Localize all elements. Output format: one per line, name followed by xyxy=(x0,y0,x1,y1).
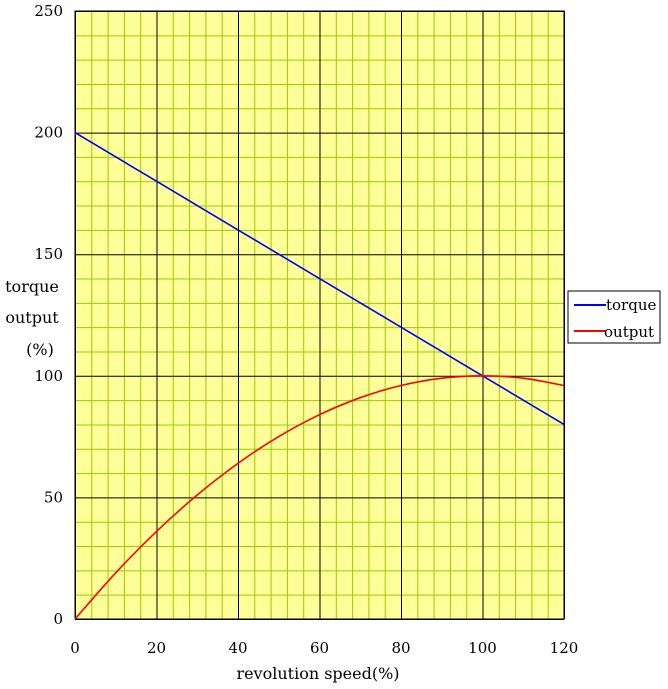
x-tick-labels: 0 20 40 60 80 100 120 xyxy=(70,639,578,657)
plot-border xyxy=(74,10,565,620)
x-tick-label: 40 xyxy=(228,639,247,657)
legend-box xyxy=(567,290,661,344)
legend-label-torque: torque xyxy=(606,296,656,314)
x-tick-label: 120 xyxy=(550,639,579,657)
series-layer xyxy=(74,131,565,620)
legend-label-output: output xyxy=(604,323,654,341)
series-line-output xyxy=(74,374,565,620)
y-tick-label: 150 xyxy=(34,245,63,263)
legend: torque output xyxy=(567,290,661,344)
y-tick-label: 200 xyxy=(34,124,63,142)
y-tick-label: 0 xyxy=(53,610,63,628)
y-axis-title-line-1: torque xyxy=(5,277,59,296)
x-tick-label: 100 xyxy=(468,639,497,657)
x-axis-title: revolution speed(%) xyxy=(236,664,399,683)
y-tick-labels: 0 50 100 150 200 250 xyxy=(34,2,63,628)
x-tick-label: 80 xyxy=(391,639,410,657)
x-tick-label: 60 xyxy=(310,639,329,657)
y-tick-label: 100 xyxy=(34,367,63,385)
x-tick-label: 20 xyxy=(147,639,166,657)
x-tick-label: 0 xyxy=(70,639,80,657)
y-tick-label: 250 xyxy=(34,2,63,20)
y-axis-title-line-2: output xyxy=(5,308,59,327)
y-axis-title-line-3: (%) xyxy=(26,340,54,359)
y-tick-label: 50 xyxy=(44,488,63,506)
